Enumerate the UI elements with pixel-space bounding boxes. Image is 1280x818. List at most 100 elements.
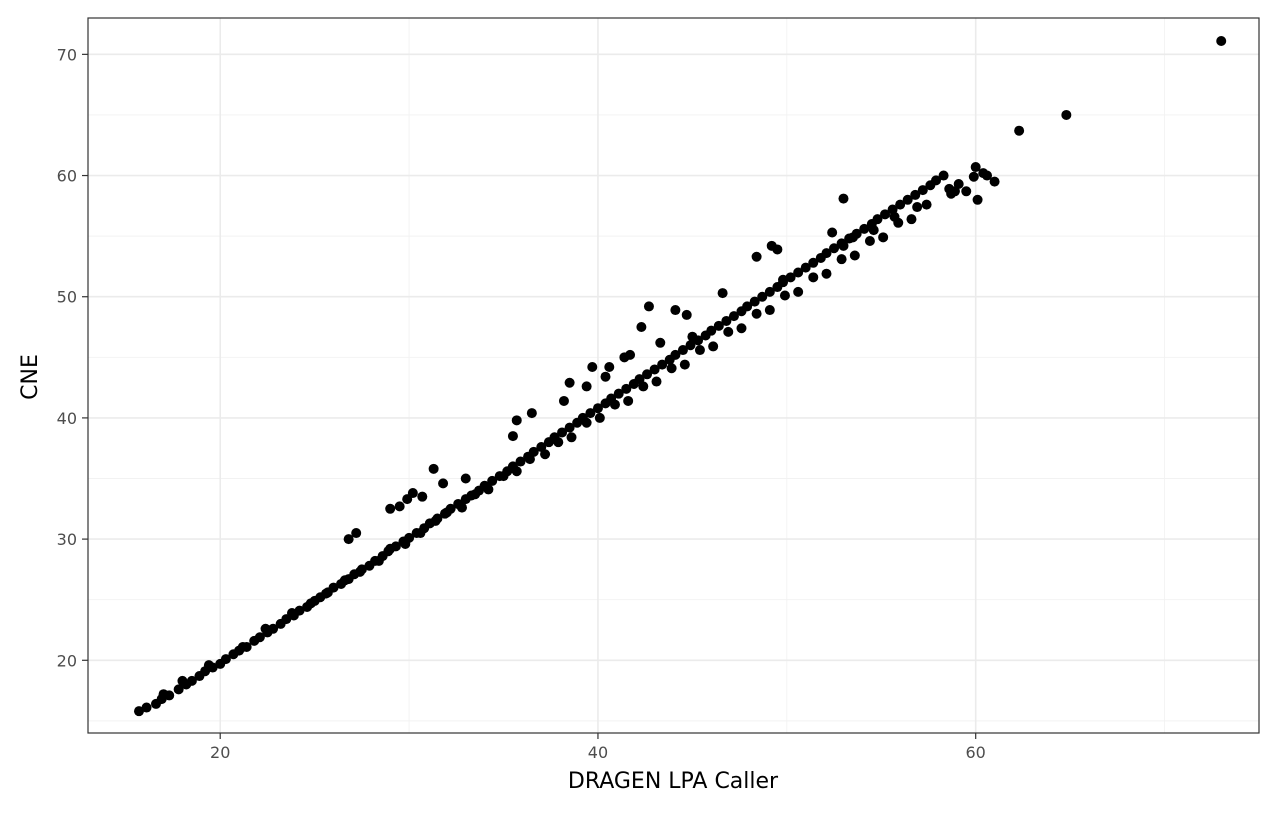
data-point (849, 250, 860, 261)
data-point (649, 364, 660, 375)
data-point (880, 209, 891, 220)
data-point (906, 214, 917, 225)
data-point (643, 301, 654, 312)
data-point (931, 175, 942, 186)
data-point (902, 194, 913, 205)
data-point (557, 427, 568, 438)
y-axis-title: CNE (18, 354, 43, 400)
data-point (808, 257, 819, 268)
data-point (524, 454, 535, 465)
data-point (889, 211, 900, 222)
x-axis-title: DRAGEN LPA Caller (568, 769, 779, 794)
data-point (609, 399, 620, 410)
data-point (286, 608, 297, 619)
data-point (655, 337, 666, 348)
data-point (864, 235, 875, 246)
data-point (158, 689, 169, 700)
data-point (540, 449, 551, 460)
data-point (666, 363, 677, 374)
data-point (872, 214, 883, 225)
data-point (764, 305, 775, 316)
points-layer (133, 36, 1227, 717)
data-point (133, 706, 144, 717)
data-point (294, 605, 305, 616)
data-point (651, 376, 662, 387)
data-point (836, 254, 847, 265)
data-point (1061, 109, 1072, 120)
data-point (878, 232, 889, 243)
data-point (910, 189, 921, 200)
data-point (968, 171, 979, 182)
data-point (972, 194, 983, 205)
data-point (636, 322, 647, 333)
data-point (638, 381, 649, 392)
data-point (827, 227, 838, 238)
data-point (728, 311, 739, 322)
data-point (385, 503, 396, 514)
data-point (483, 484, 494, 495)
data-point (268, 623, 279, 634)
data-point (456, 502, 467, 513)
data-point (625, 349, 636, 360)
data-point (829, 243, 840, 254)
data-point (838, 193, 849, 204)
data-point (749, 296, 760, 307)
data-point (373, 555, 384, 566)
data-point (594, 412, 605, 423)
data-point (681, 309, 692, 320)
data-point (470, 489, 481, 500)
data-point (415, 528, 426, 539)
data-point (428, 463, 439, 474)
data-point (177, 675, 188, 686)
y-tick-label: 20 (57, 651, 77, 670)
data-point (343, 534, 354, 545)
data-point (587, 362, 598, 373)
data-point (417, 491, 428, 502)
grid-layer (88, 18, 1259, 733)
data-point (564, 377, 575, 388)
data-point (859, 223, 870, 234)
data-point (237, 641, 248, 652)
data-point (511, 415, 522, 426)
data-point (847, 232, 858, 243)
data-point (687, 331, 698, 342)
data-point (793, 286, 804, 297)
y-tick-label: 60 (57, 167, 77, 186)
data-point (186, 675, 197, 686)
data-point (511, 466, 522, 477)
data-point (670, 305, 681, 316)
data-point (838, 240, 849, 251)
data-point (430, 515, 441, 526)
data-point (1216, 36, 1227, 47)
panel-border (87, 17, 1260, 734)
data-point (203, 660, 214, 671)
data-point (407, 488, 418, 499)
data-point (600, 371, 611, 382)
data-point (507, 431, 518, 442)
data-point (581, 381, 592, 392)
data-point (173, 684, 184, 695)
data-point (694, 345, 705, 356)
data-point (713, 320, 724, 331)
data-point (438, 478, 449, 489)
data-point (679, 359, 690, 370)
data-point (868, 225, 879, 236)
data-point (723, 326, 734, 337)
data-point (751, 308, 762, 319)
data-point (717, 288, 728, 299)
data-point (604, 362, 615, 373)
data-point (779, 290, 790, 301)
data-point (970, 162, 981, 173)
data-point (585, 408, 596, 419)
data-point (821, 268, 832, 279)
y-tick-label: 30 (57, 530, 77, 549)
x-tick-label: 60 (966, 743, 986, 762)
data-point (670, 349, 681, 360)
data-point (581, 417, 592, 428)
data-point (385, 543, 396, 554)
data-point (141, 702, 152, 713)
data-point (751, 251, 762, 262)
data-point (982, 170, 993, 181)
data-point (736, 323, 747, 334)
